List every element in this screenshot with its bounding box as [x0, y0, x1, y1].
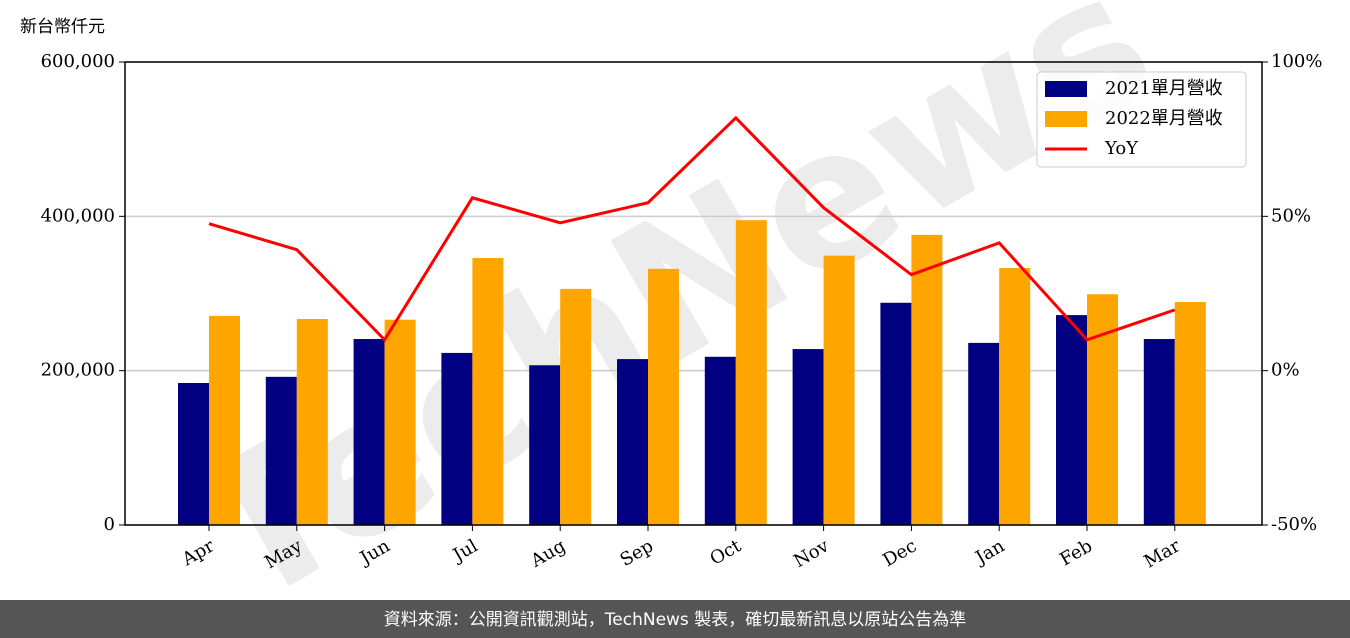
x-tick-label: Nov: [790, 535, 833, 572]
bar: [384, 319, 416, 525]
bar: [296, 318, 328, 525]
bar: [265, 376, 297, 525]
y-tick-label: 200,000: [41, 360, 115, 381]
bar: [823, 255, 855, 525]
footer-bar: [0, 600, 1350, 638]
bar: [735, 220, 767, 526]
y2-tick-label: 50%: [1271, 205, 1311, 226]
x-tick-label: Aug: [527, 535, 570, 572]
legend-label: 2021單月營收: [1105, 78, 1223, 99]
x-tick-label: Oct: [707, 535, 746, 570]
legend-label: 2022單月營收: [1105, 108, 1223, 129]
bar: [1143, 339, 1175, 525]
x-tick-label: Sep: [617, 535, 657, 570]
bar: [880, 302, 912, 525]
legend-swatch: [1045, 111, 1087, 127]
bar: [617, 359, 648, 525]
bar: [472, 258, 504, 525]
x-tick-label: Feb: [1056, 535, 1096, 570]
bar: [704, 356, 736, 525]
bar: [1174, 301, 1206, 525]
bar: [178, 383, 209, 525]
bar: [1056, 315, 1087, 525]
x-tick-label: Dec: [879, 535, 920, 571]
y-tick-label: 0: [104, 514, 115, 535]
bar: [529, 365, 561, 525]
legend: 2021單月營收 2022單月營收 YoY: [1036, 71, 1247, 168]
bar: [209, 315, 240, 525]
line: [208, 115, 1176, 343]
legend-box: [1036, 71, 1247, 168]
bar: [648, 268, 679, 525]
y-axis-label: 新台幣仟元: [20, 17, 105, 37]
legend-swatch: [1045, 81, 1087, 97]
y2-tick-label: -50%: [1271, 514, 1317, 535]
x-tick-label: Mar: [1141, 535, 1185, 572]
legend-label: YoY: [1104, 138, 1139, 159]
plot-frame: [124, 61, 1263, 526]
bar: [999, 268, 1031, 525]
y2-tick-label: 0%: [1271, 360, 1300, 381]
y2-tick-label: 100%: [1271, 51, 1322, 72]
footer: 資料來源：公開資訊觀測站，TechNews 製表，確切最新訊息以原站公告為準: [384, 610, 966, 630]
bar: [560, 288, 592, 525]
y-tick-label: 400,000: [41, 205, 115, 226]
bar: [792, 349, 824, 525]
y-tick-label: 600,000: [41, 51, 115, 72]
x-tick-label: Jan: [970, 535, 1008, 569]
bar: [968, 342, 1000, 525]
bar: [1087, 294, 1118, 525]
bar: [441, 352, 473, 525]
bar: [911, 234, 943, 525]
bar: [353, 339, 385, 525]
